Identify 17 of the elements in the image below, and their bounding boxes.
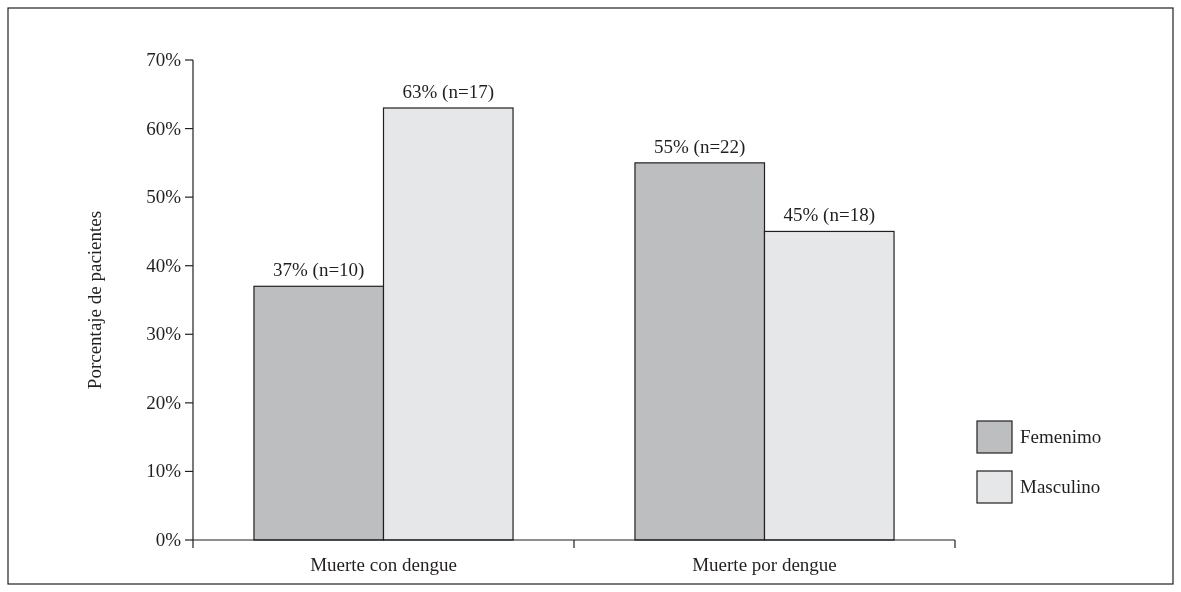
data-label: 63% (n=17) xyxy=(402,81,494,103)
y-tick-label: 70% xyxy=(146,49,182,70)
y-tick-label: 60% xyxy=(146,117,182,139)
y-tick-label: 0% xyxy=(155,529,182,550)
data-label: 45% (n=18) xyxy=(783,204,875,227)
data-label: 37% (n=10) xyxy=(273,259,365,282)
legend-label: Femenimo xyxy=(1020,426,1102,447)
y-tick-label: 30% xyxy=(146,323,182,345)
y-axis-title: Porcentaje de pacientes xyxy=(84,210,105,390)
x-tick-label: Muerte por dengue xyxy=(692,554,837,575)
data-label: 55% (n=22) xyxy=(654,135,746,158)
y-tick-label: 50% xyxy=(146,186,182,208)
y-tick-label: 20% xyxy=(146,391,182,413)
y-tick-label: 10% xyxy=(146,460,182,482)
x-tick-label: Muerte con dengue xyxy=(310,554,457,575)
legend-label: Masculino xyxy=(1020,476,1101,497)
y-tick-label: 40% xyxy=(146,254,182,276)
